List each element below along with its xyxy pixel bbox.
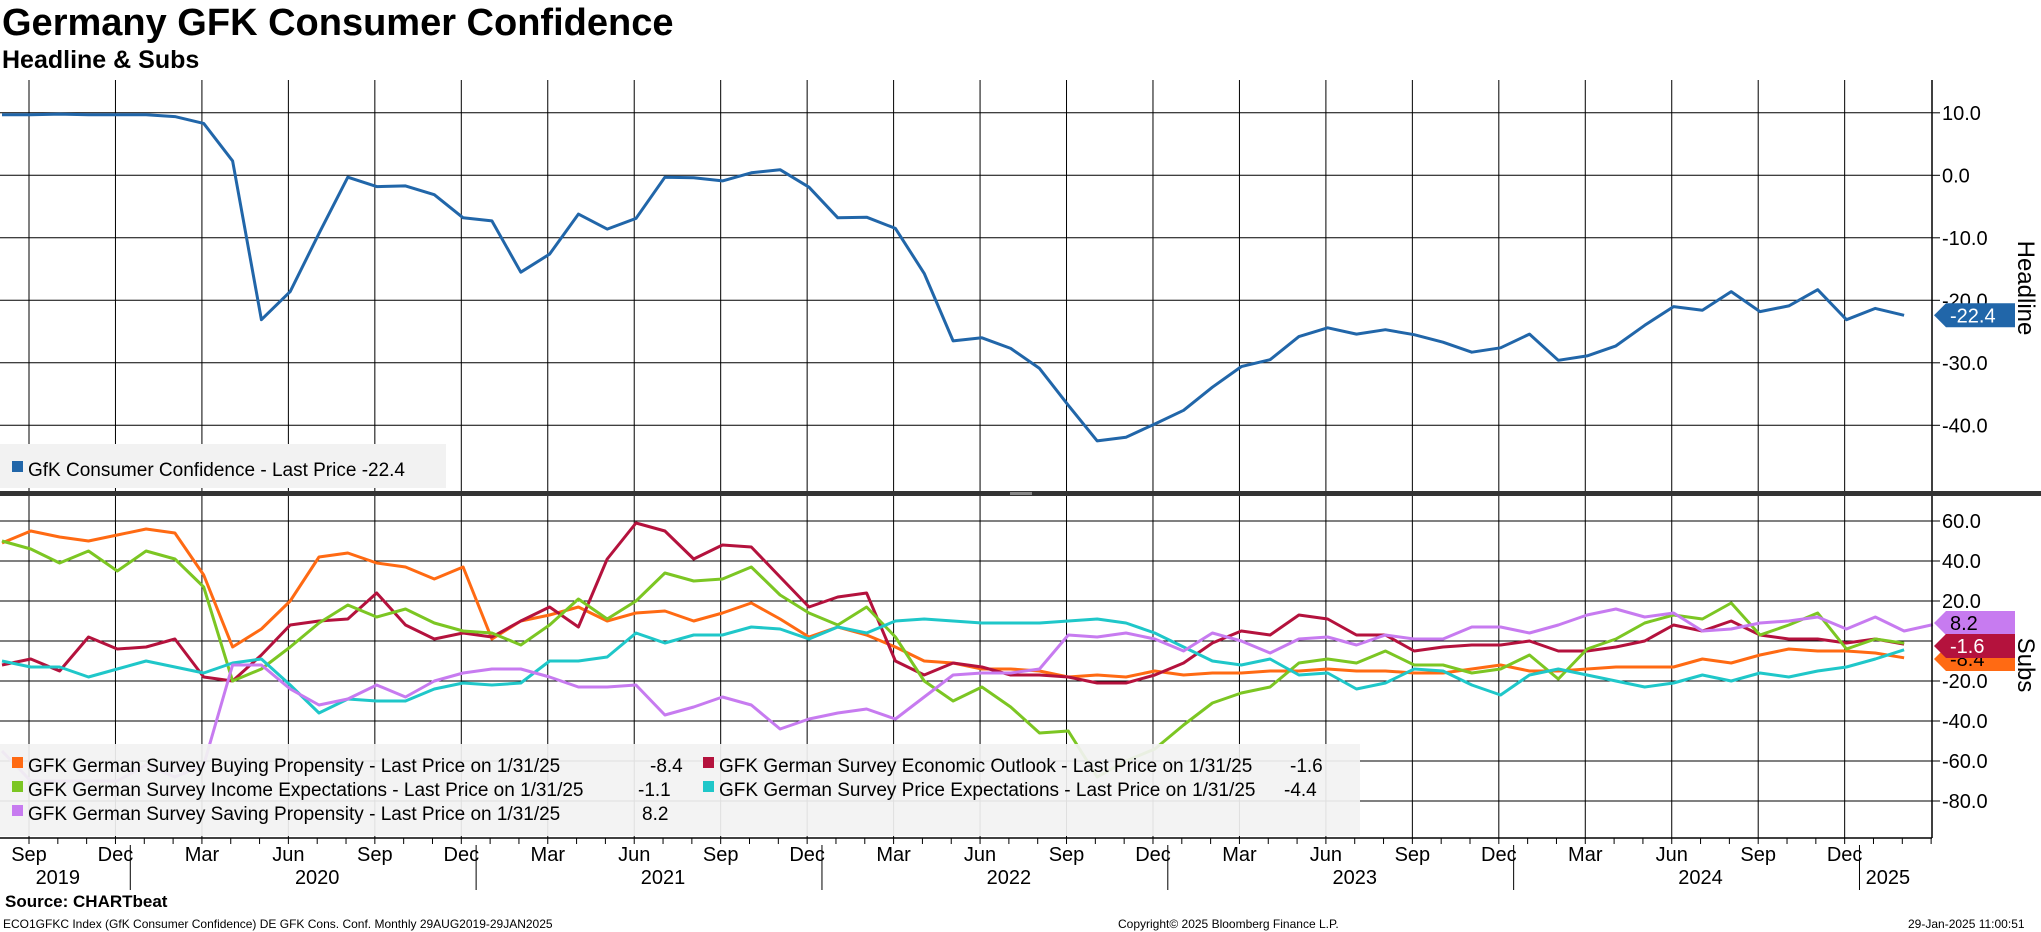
legend-swatch <box>12 757 23 768</box>
legend-background <box>0 744 1360 836</box>
x-tick-label: Dec <box>789 844 825 866</box>
legend-swatch <box>12 461 23 472</box>
legend-entry: GFK German Survey Saving Propensity - La… <box>12 804 668 825</box>
legend-swatch <box>703 757 714 768</box>
legend-swatch <box>12 781 23 792</box>
x-tick-label: Dec <box>444 844 480 866</box>
legend-swatch <box>12 805 23 816</box>
legend-entry: GFK German Survey Buying Propensity - La… <box>12 756 683 777</box>
x-tick-label: Dec <box>1481 844 1517 866</box>
ticker-note: ECO1GFKC Index (GfK Consumer Confidence)… <box>3 917 553 931</box>
y-tick-label: 0.0 <box>1942 165 1970 187</box>
headline-last-value-tag: -22.4 <box>1934 303 2015 328</box>
legend-entry: GFK German Survey Economic Outlook - Las… <box>703 756 1323 777</box>
legend-last-value: -1.6 <box>1290 756 1323 777</box>
x-tick-label: Mar <box>185 844 220 866</box>
legend-background <box>0 444 446 488</box>
legend-label: GfK Consumer Confidence - Last Price -22… <box>28 460 405 481</box>
legend-label: GFK German Survey Economic Outlook - Las… <box>719 756 1252 777</box>
last-value-tag-text: -1.6 <box>1950 636 1984 658</box>
last-value-tag-text: 8.2 <box>1950 613 1978 635</box>
x-tick-label: Dec <box>1827 844 1863 866</box>
x-tick-label: Sep <box>357 844 393 866</box>
x-year-label: 2023 <box>1332 867 1377 889</box>
chart-title: Germany GFK Consumer Confidence <box>2 2 674 44</box>
series-line <box>0 607 1934 783</box>
legend-last-value: -4.4 <box>1284 780 1317 801</box>
subs-legend: GFK German Survey Buying Propensity - La… <box>0 744 1360 836</box>
headline-legend: GfK Consumer Confidence - Last Price -22… <box>0 444 446 488</box>
y-axis-label-headline: Headline <box>2012 241 2039 336</box>
y-tick-label: 60.0 <box>1942 511 1981 533</box>
last-value-tag-bg <box>1934 303 2015 328</box>
x-tick-label: Jun <box>1310 844 1342 866</box>
legend-last-value: -8.4 <box>650 756 683 777</box>
legend-entry: GFK German Survey Price Expectations - L… <box>703 780 1317 801</box>
copyright-note: Copyright© 2025 Bloomberg Finance L.P. <box>1118 917 1339 931</box>
legend-swatch <box>703 781 714 792</box>
legend-label: GFK German Survey Price Expectations - L… <box>719 780 1255 801</box>
y-tick-label: 20.0 <box>1942 591 1981 613</box>
series-line <box>2 112 1905 443</box>
x-tick-label: Sep <box>703 844 739 866</box>
y-tick-label: -40.0 <box>1942 711 1988 733</box>
y-tick-label: -30.0 <box>1942 353 1988 375</box>
series-line <box>1 527 1905 679</box>
timestamp-note: 29-Jan-2025 11:00:51 <box>1908 917 2025 931</box>
x-year-label: 2019 <box>36 867 81 889</box>
y-tick-label: 10.0 <box>1942 103 1981 125</box>
last-value-tag-bg <box>1934 611 2015 635</box>
y-tick-label: 40.0 <box>1942 551 1981 573</box>
legend-label: GFK German Survey Income Expectations - … <box>28 780 583 801</box>
y-axis-label-subs: Subs <box>2012 638 2039 693</box>
x-tick-label: Jun <box>964 844 996 866</box>
outlook-last-value-tag: -1.6 <box>1934 634 2015 658</box>
axes-layer: Sep Dec Mar Jun Sep Dec Mar Jun Sep Dec Mar Jun Sep D… <box>0 80 2041 889</box>
y-tick-label: -10.0 <box>1942 228 1988 250</box>
x-tick-label: Sep <box>1395 844 1431 866</box>
x-tick-label: Jun <box>1656 844 1688 866</box>
legend-label: GFK German Survey Saving Propensity - La… <box>28 804 560 825</box>
legend-last-value: 8.2 <box>642 804 668 825</box>
x-tick-label: Jun <box>272 844 304 866</box>
legend-last-value: -1.1 <box>638 780 671 801</box>
x-year-label: 2021 <box>641 867 686 889</box>
series-line <box>1 617 1905 715</box>
x-tick-label: Mar <box>531 844 566 866</box>
y-tick-label: -20.0 <box>1942 671 1988 693</box>
x-year-label: 2025 <box>1866 867 1911 889</box>
legend-label: GFK German Survey Buying Propensity - La… <box>28 756 560 777</box>
chart-subtitle: Headline & Subs <box>2 46 200 74</box>
x-tick-label: Dec <box>98 844 134 866</box>
x-tick-label: Mar <box>876 844 911 866</box>
x-tick-label: Sep <box>11 844 47 866</box>
y-tick-label: -60.0 <box>1942 751 1988 773</box>
x-tick-label: Jun <box>618 844 650 866</box>
x-year-label: 2020 <box>295 867 340 889</box>
source-note: Source: CHARTbeat <box>5 892 168 911</box>
x-tick-label: Mar <box>1568 844 1603 866</box>
saving-last-value-tag: 8.2 <box>1934 611 2015 635</box>
x-tick-label: Mar <box>1222 844 1257 866</box>
panel-divider-handle <box>1010 492 1032 495</box>
x-tick-label: Sep <box>1049 844 1085 866</box>
legend-layer: GfK Consumer Confidence - Last Price -22… <box>0 444 1360 836</box>
series-lines <box>0 112 1934 783</box>
y-tick-label: -40.0 <box>1942 415 1988 437</box>
x-tick-label: Dec <box>1135 844 1171 866</box>
x-year-label: 2022 <box>987 867 1032 889</box>
x-tick-label: Sep <box>1740 844 1776 866</box>
y-tick-label: -80.0 <box>1942 791 1988 813</box>
last-value-tag-bg <box>1934 634 2015 658</box>
legend-entry: GFK German Survey Income Expectations - … <box>12 780 671 801</box>
series-line <box>1 539 1905 779</box>
last-value-tag-text: -22.4 <box>1950 305 1996 327</box>
grid-layer <box>0 80 1932 890</box>
x-year-label: 2024 <box>1678 867 1723 889</box>
